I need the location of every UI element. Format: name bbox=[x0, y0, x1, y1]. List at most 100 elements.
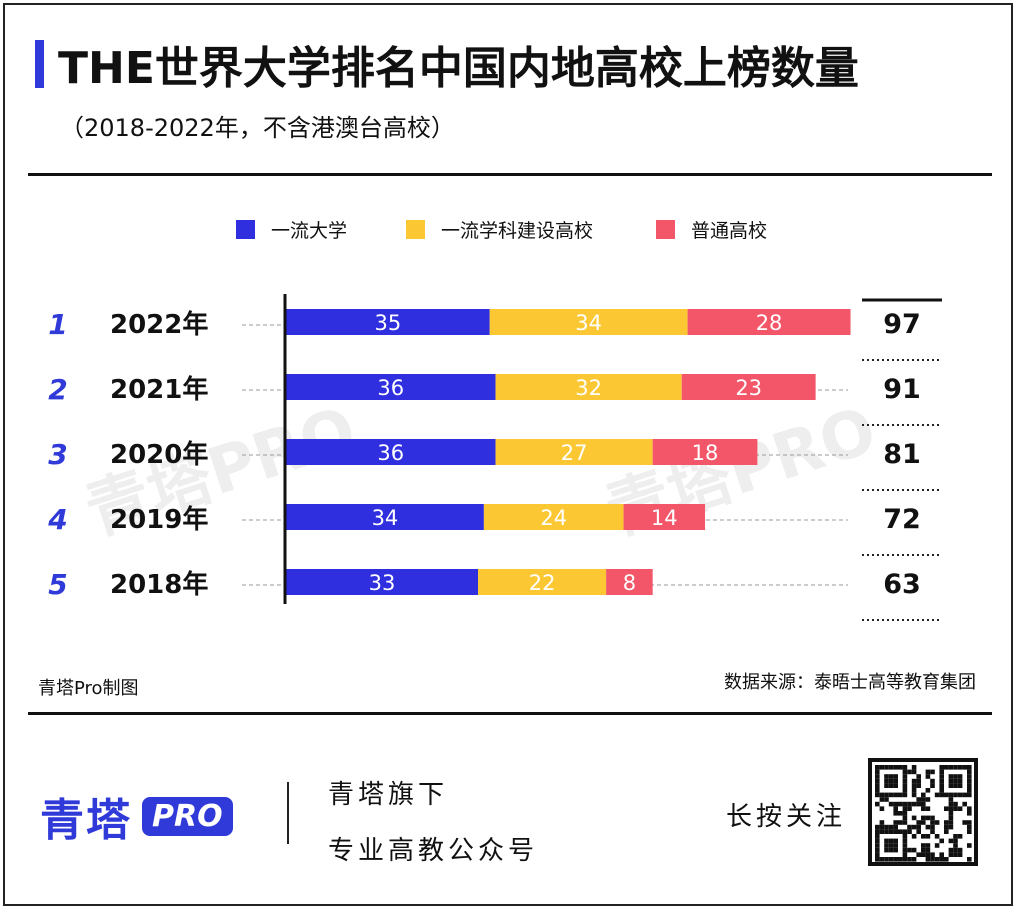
qr-module bbox=[967, 788, 972, 793]
qr-module bbox=[967, 820, 972, 825]
chart-credit: 青塔Pro制图 bbox=[38, 678, 139, 699]
qr-module bbox=[957, 847, 963, 853]
bar-value-label: 27 bbox=[561, 441, 588, 465]
qr-module bbox=[957, 792, 963, 798]
qr-module bbox=[902, 815, 908, 821]
qr-module bbox=[967, 824, 972, 830]
qr-module bbox=[875, 778, 880, 784]
top-divider bbox=[28, 173, 992, 176]
qr-module bbox=[902, 857, 908, 862]
qr-code-pattern bbox=[875, 765, 972, 862]
qr-module bbox=[930, 778, 935, 784]
qr-module bbox=[930, 815, 935, 821]
qr-module bbox=[879, 806, 885, 811]
qr-code-icon[interactable] bbox=[868, 758, 978, 866]
qr-module bbox=[902, 774, 908, 779]
qr-module bbox=[948, 815, 954, 821]
category-label: 2018年 bbox=[110, 569, 208, 600]
bar-segment bbox=[495, 439, 653, 465]
legend-item-series2: 一流学科建设高校 bbox=[406, 216, 593, 243]
legend-swatch bbox=[406, 220, 425, 239]
qr-module bbox=[907, 829, 912, 834]
bar-value-label: 34 bbox=[372, 506, 399, 530]
qr-module bbox=[875, 829, 880, 834]
qr-module bbox=[884, 829, 889, 834]
qr-module bbox=[948, 806, 954, 811]
qr-module bbox=[948, 820, 954, 825]
qr-module bbox=[953, 765, 958, 770]
bar-value-label: 28 bbox=[756, 311, 783, 335]
bar-value-label: 32 bbox=[575, 376, 602, 400]
bottom-divider bbox=[28, 712, 992, 715]
logo-text: 青塔 bbox=[40, 795, 132, 846]
bar-value-label: 36 bbox=[377, 441, 404, 465]
page-title: THE世界大学排名中国内地高校上榜数量 bbox=[58, 43, 859, 94]
qr-module bbox=[902, 820, 908, 825]
qr-module bbox=[879, 792, 885, 798]
rank-label: 5 bbox=[48, 568, 67, 601]
bar-segment bbox=[286, 309, 490, 335]
qr-module bbox=[967, 843, 972, 848]
qr-module bbox=[893, 838, 898, 844]
qr-module bbox=[907, 769, 912, 775]
qr-module bbox=[939, 788, 944, 793]
qr-module bbox=[967, 792, 972, 798]
qr-module bbox=[888, 838, 894, 844]
qr-module bbox=[930, 829, 935, 834]
qr-module bbox=[953, 778, 958, 784]
bar-segment bbox=[623, 504, 706, 530]
qr-module bbox=[948, 847, 954, 853]
qr-module bbox=[911, 788, 917, 793]
qr-module bbox=[953, 852, 958, 857]
qr-module bbox=[957, 806, 963, 811]
qr-module bbox=[944, 824, 949, 830]
qr-module bbox=[875, 843, 880, 848]
qr-module bbox=[907, 806, 912, 811]
category-label: 2021年 bbox=[110, 374, 208, 405]
qr-module bbox=[893, 792, 898, 798]
qr-module bbox=[911, 769, 917, 775]
legend-label: 普通高校 bbox=[691, 220, 768, 242]
qr-module bbox=[888, 774, 894, 779]
bar-segment bbox=[681, 374, 816, 400]
qr-module bbox=[875, 769, 880, 775]
qr-module bbox=[925, 788, 931, 793]
qr-module bbox=[944, 857, 949, 862]
qr-module bbox=[875, 792, 880, 798]
bar-segment bbox=[478, 569, 607, 595]
total-value: 72 bbox=[883, 504, 921, 535]
qr-module bbox=[916, 829, 921, 834]
qr-module bbox=[916, 852, 921, 857]
qr-module bbox=[921, 820, 926, 825]
qr-module bbox=[953, 838, 958, 844]
chart-legend: 一流大学 一流学科建设高校 普通高校 bbox=[0, 216, 1020, 246]
category-label: 2019年 bbox=[110, 504, 208, 535]
qr-module bbox=[948, 774, 954, 779]
qr-module bbox=[884, 778, 889, 784]
qr-module bbox=[962, 820, 967, 825]
logo-badge: PRO bbox=[142, 796, 233, 836]
bar-value-label: 34 bbox=[575, 311, 602, 335]
qr-module bbox=[916, 824, 921, 830]
qr-module bbox=[911, 834, 917, 839]
qr-module bbox=[934, 792, 940, 798]
qr-module bbox=[911, 857, 917, 862]
qr-module bbox=[907, 847, 912, 853]
qr-module bbox=[907, 824, 912, 830]
bar-segment bbox=[489, 309, 688, 335]
bar-segment bbox=[286, 439, 496, 465]
qr-module bbox=[921, 797, 926, 802]
qr-module bbox=[930, 820, 935, 825]
footer-divider bbox=[287, 782, 289, 844]
legend-item-series3: 普通高校 bbox=[656, 216, 767, 243]
qr-module bbox=[944, 806, 949, 811]
qr-module bbox=[944, 792, 949, 798]
qr-module bbox=[916, 783, 921, 788]
qr-module bbox=[888, 801, 894, 807]
qr-module bbox=[934, 843, 940, 848]
qr-module bbox=[879, 820, 885, 825]
qr-module bbox=[893, 778, 898, 784]
qr-module bbox=[962, 765, 967, 770]
qr-module bbox=[925, 797, 931, 802]
qr-module bbox=[948, 778, 954, 784]
